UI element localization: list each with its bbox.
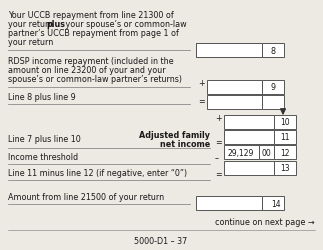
Text: 29,129: 29,129 bbox=[228, 149, 254, 158]
Text: amount on line 23200 of your and your: amount on line 23200 of your and your bbox=[8, 66, 166, 75]
Text: your return: your return bbox=[8, 38, 53, 47]
Text: +: + bbox=[215, 114, 222, 123]
Text: =: = bbox=[215, 170, 222, 179]
Bar bbox=[262, 43, 284, 57]
Text: net income: net income bbox=[160, 140, 210, 149]
Bar bbox=[196, 43, 262, 57]
Bar bbox=[274, 130, 296, 144]
Bar bbox=[262, 95, 284, 109]
Text: your spouse’s or common-law: your spouse’s or common-law bbox=[63, 20, 187, 29]
Bar bbox=[196, 43, 280, 57]
Text: 10: 10 bbox=[280, 118, 290, 127]
Bar bbox=[224, 115, 274, 129]
Text: your return: your return bbox=[8, 20, 56, 29]
Text: Your UCCB repayment from line 21300 of: Your UCCB repayment from line 21300 of bbox=[8, 11, 174, 20]
Text: 9: 9 bbox=[270, 83, 276, 92]
Text: spouse’s or common-law partner’s returns): spouse’s or common-law partner’s returns… bbox=[8, 75, 182, 84]
Bar bbox=[259, 145, 274, 159]
Text: 8: 8 bbox=[270, 47, 276, 56]
Text: Income threshold: Income threshold bbox=[8, 153, 78, 162]
Bar bbox=[274, 145, 296, 159]
Text: Amount from line 21500 of your return: Amount from line 21500 of your return bbox=[8, 193, 164, 202]
Bar bbox=[274, 161, 296, 175]
Text: –: – bbox=[215, 154, 219, 163]
Text: Adjusted family: Adjusted family bbox=[139, 131, 210, 140]
Bar bbox=[224, 145, 259, 159]
Bar bbox=[207, 80, 262, 94]
Text: 13: 13 bbox=[280, 164, 290, 173]
Bar bbox=[262, 196, 284, 210]
Text: 14: 14 bbox=[271, 200, 281, 209]
Bar bbox=[224, 130, 274, 144]
Text: RDSP income repayment (included in the: RDSP income repayment (included in the bbox=[8, 57, 174, 66]
Text: 11: 11 bbox=[280, 133, 290, 142]
Text: continue on next page →: continue on next page → bbox=[215, 218, 315, 227]
Bar bbox=[224, 161, 274, 175]
Bar bbox=[274, 115, 296, 129]
Bar bbox=[262, 80, 284, 94]
Text: Line 7 plus line 10: Line 7 plus line 10 bbox=[8, 135, 81, 144]
Text: plus: plus bbox=[47, 20, 66, 29]
Text: 12: 12 bbox=[280, 149, 290, 158]
Text: 5000-D1 – 37: 5000-D1 – 37 bbox=[134, 237, 188, 246]
Text: partner’s UCCB repayment from page 1 of: partner’s UCCB repayment from page 1 of bbox=[8, 29, 179, 38]
Bar bbox=[207, 95, 262, 109]
Text: =: = bbox=[198, 97, 205, 106]
Text: 00: 00 bbox=[261, 149, 271, 158]
Text: =: = bbox=[215, 138, 222, 147]
Text: Line 11 minus line 12 (if negative, enter “0”): Line 11 minus line 12 (if negative, ente… bbox=[8, 169, 187, 178]
Text: +: + bbox=[198, 79, 205, 88]
Bar bbox=[196, 196, 262, 210]
Text: Line 8 plus line 9: Line 8 plus line 9 bbox=[8, 93, 76, 102]
